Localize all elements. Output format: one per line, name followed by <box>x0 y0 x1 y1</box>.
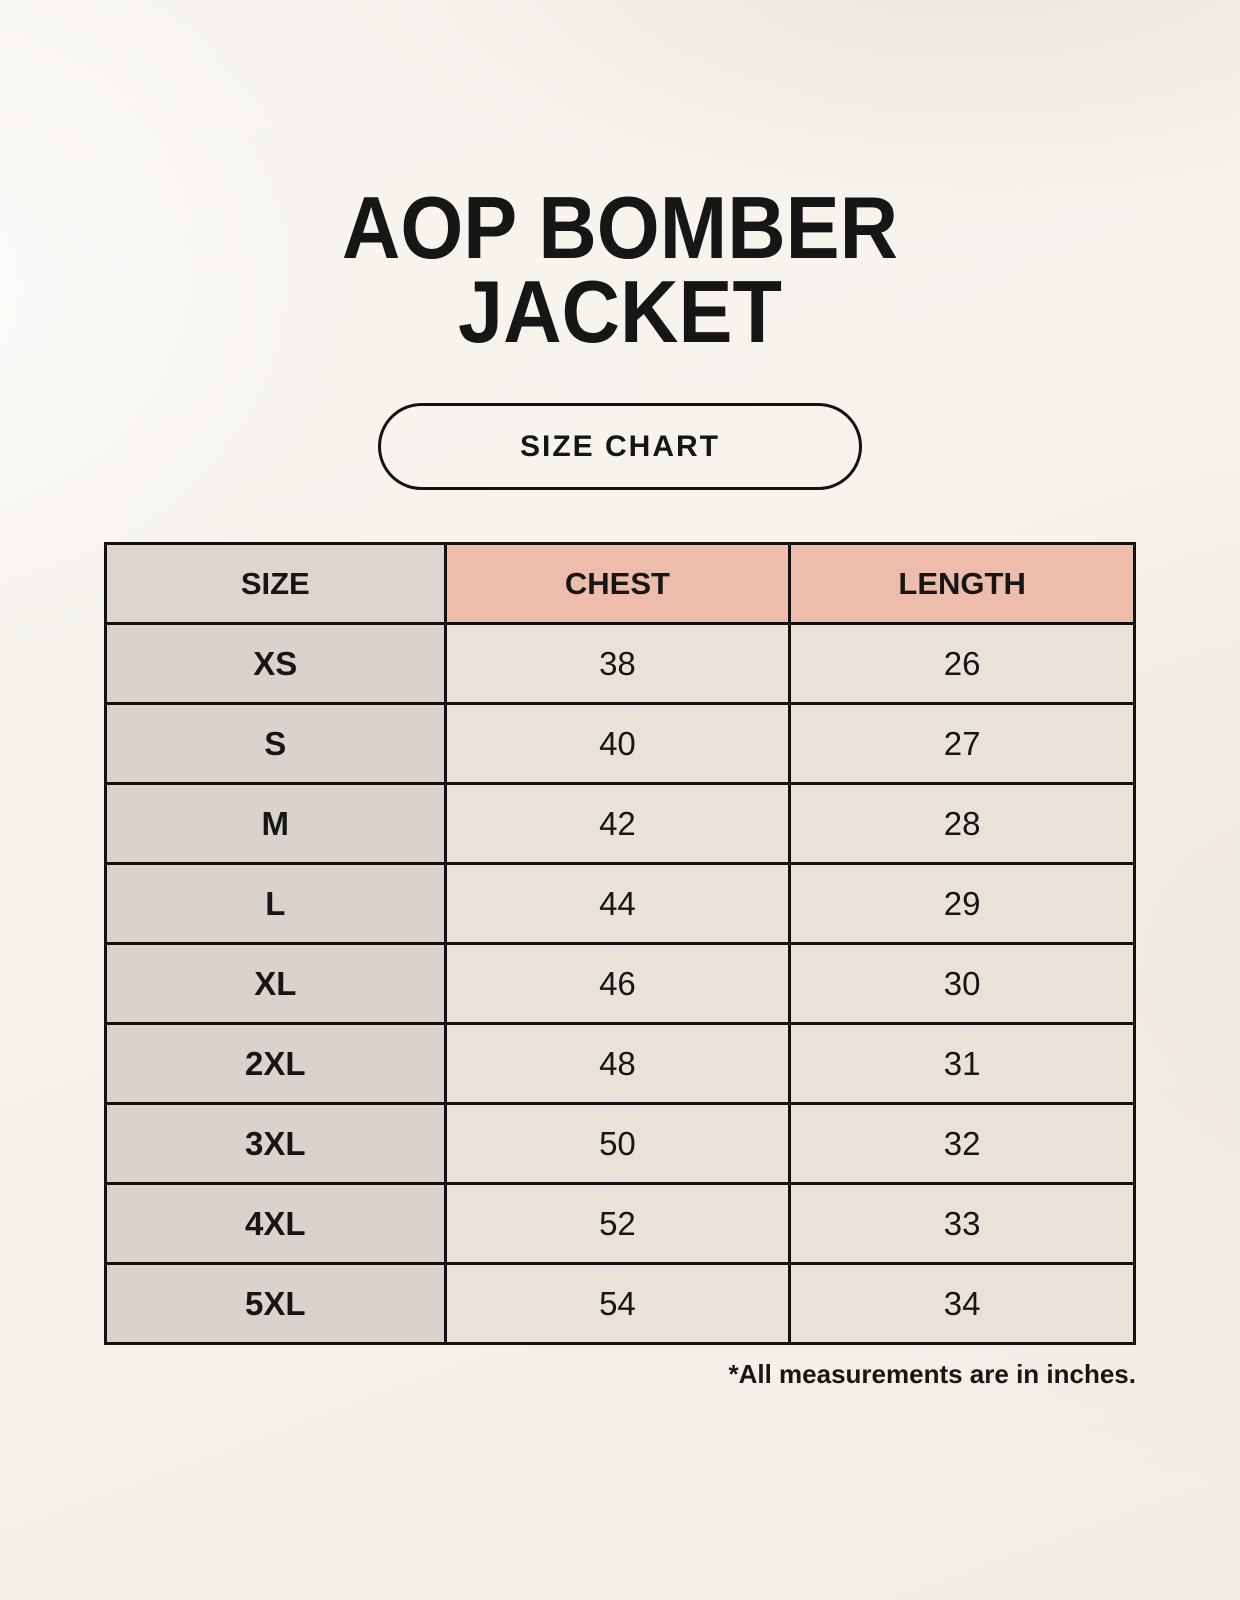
size-label: L <box>104 862 447 946</box>
size-label: 2XL <box>104 1022 447 1106</box>
table-row: S 40 27 <box>104 702 1136 786</box>
table-row: L 44 29 <box>104 862 1136 946</box>
column-header-size: SIZE <box>104 542 447 626</box>
size-label: S <box>104 702 447 786</box>
product-title-line2: JACKET <box>458 261 782 361</box>
chest-value: 44 <box>443 862 792 946</box>
table-row: 2XL 48 31 <box>104 1022 1136 1106</box>
chest-value: 42 <box>443 782 792 866</box>
chest-value: 54 <box>443 1262 792 1346</box>
size-label: 5XL <box>104 1262 447 1346</box>
size-label: 4XL <box>104 1182 447 1266</box>
table-row: 5XL 54 34 <box>104 1262 1136 1346</box>
length-value: 34 <box>788 1262 1136 1346</box>
measurement-note: *All measurements are in inches. <box>728 1359 1136 1390</box>
length-value: 26 <box>788 622 1136 706</box>
size-chart-badge: SIZE CHART <box>378 403 862 491</box>
length-value: 30 <box>788 942 1136 1026</box>
size-label: XS <box>104 622 447 706</box>
table-row: 3XL 50 32 <box>104 1102 1136 1186</box>
chest-value: 52 <box>443 1182 792 1266</box>
table-row: XS 38 26 <box>104 622 1136 706</box>
length-value: 29 <box>788 862 1136 946</box>
table-row: M 42 28 <box>104 782 1136 866</box>
length-value: 31 <box>788 1022 1136 1106</box>
table-header-row: SIZE CHEST LENGTH <box>104 542 1136 626</box>
chest-value: 46 <box>443 942 792 1026</box>
length-value: 32 <box>788 1102 1136 1186</box>
product-title-line1: AOP BOMBER <box>341 178 899 277</box>
product-title: AOP BOMBER JACKET <box>50 184 1191 356</box>
column-header-chest: CHEST <box>443 542 792 626</box>
column-header-length: LENGTH <box>788 542 1136 626</box>
table-row: XL 46 30 <box>104 942 1136 1026</box>
size-label: M <box>104 782 447 866</box>
chest-value: 40 <box>443 702 792 786</box>
size-table: SIZE CHEST LENGTH XS 38 26 S 40 27 M 42 … <box>104 542 1136 1346</box>
badge-container: SIZE CHART <box>0 403 1240 491</box>
length-value: 33 <box>788 1182 1136 1266</box>
chest-value: 50 <box>443 1102 792 1186</box>
size-label: 3XL <box>104 1102 447 1186</box>
table-row: 4XL 52 33 <box>104 1182 1136 1266</box>
chest-value: 38 <box>443 622 792 706</box>
length-value: 28 <box>788 782 1136 866</box>
chest-value: 48 <box>443 1022 792 1106</box>
size-label: XL <box>104 942 447 1026</box>
length-value: 27 <box>788 702 1136 786</box>
